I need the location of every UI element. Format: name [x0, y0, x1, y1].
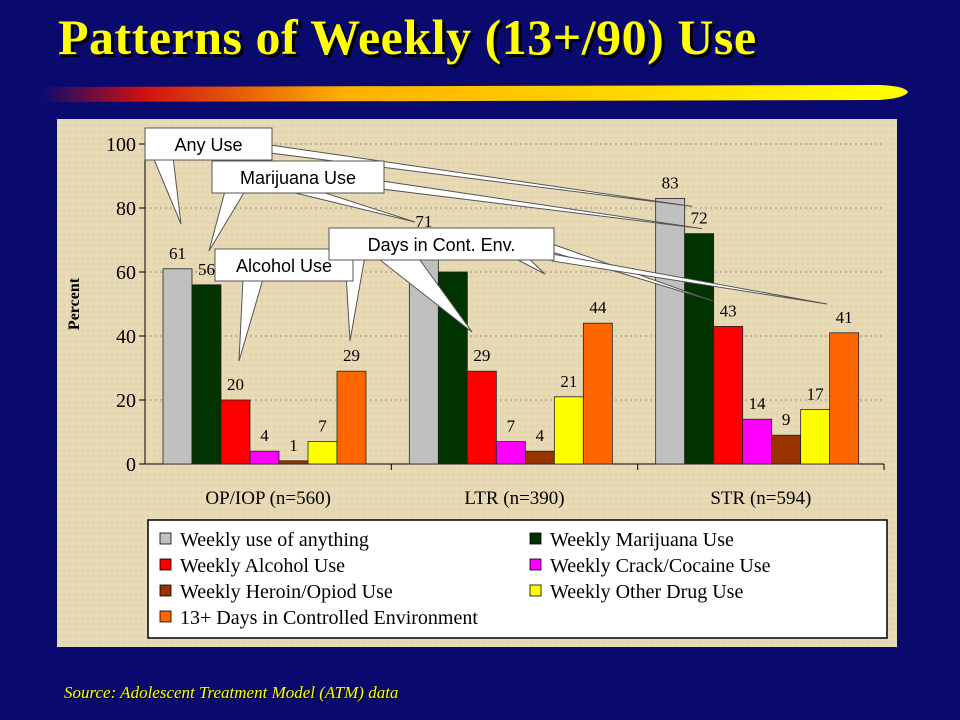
- bar: [336, 370, 367, 465]
- callout-box: [328, 227, 555, 261]
- data-label: 44: [589, 298, 607, 317]
- legend-swatch: [529, 532, 542, 545]
- y-tick-label: 20: [116, 390, 136, 412]
- data-label: 1: [289, 436, 298, 455]
- data-label: 7: [318, 417, 327, 436]
- callout-label: Marijuana Use: [240, 168, 356, 188]
- data-label: 43: [720, 301, 737, 320]
- y-axis-label: Percent: [66, 277, 83, 330]
- data-label: 61: [169, 244, 186, 263]
- legend-swatch: [159, 610, 172, 623]
- legend-box: [147, 519, 888, 639]
- data-label: 72: [691, 209, 708, 228]
- data-label: 83: [662, 173, 679, 192]
- bar: [191, 284, 222, 465]
- bar: [249, 450, 280, 465]
- bar: [829, 332, 860, 465]
- data-label: 29: [343, 346, 360, 365]
- data-label: 41: [836, 308, 853, 327]
- bar: [524, 450, 555, 465]
- legend-swatch: [159, 558, 172, 571]
- legend-label: 13+ Days in Controlled Environment: [180, 607, 478, 629]
- bar: [655, 198, 686, 465]
- y-tick-label: 100: [106, 134, 136, 156]
- data-label: 29: [473, 346, 490, 365]
- legend-swatch: [159, 532, 172, 545]
- legend-label: Weekly Alcohol Use: [180, 555, 345, 577]
- data-label: 20: [227, 375, 244, 394]
- data-label: 71: [415, 212, 432, 231]
- data-label: 56: [198, 260, 215, 279]
- x-tick-label: STR (n=594): [710, 488, 811, 509]
- bar: [582, 322, 613, 465]
- data-label: 17: [807, 385, 825, 404]
- legend-label: Weekly Crack/Cocaine Use: [550, 555, 771, 577]
- data-label: 4: [536, 426, 545, 445]
- y-tick-label: 40: [116, 326, 136, 348]
- bar: [771, 434, 802, 465]
- callout-box: [144, 127, 273, 161]
- y-tick-label: 0: [126, 454, 136, 476]
- callout-label: Any Use: [174, 135, 242, 155]
- legend-label: Weekly Heroin/Opiod Use: [180, 581, 393, 603]
- callout-box: [211, 160, 385, 194]
- bar: [220, 399, 251, 465]
- data-label: 14: [749, 394, 767, 413]
- data-label: 9: [782, 410, 791, 429]
- title-underline-swoosh: [40, 85, 908, 102]
- bar: [278, 460, 309, 465]
- callout-label: Alcohol Use: [236, 256, 332, 276]
- y-tick-label: 60: [116, 262, 136, 284]
- legend-swatch: [529, 584, 542, 597]
- source-note: Source: Adolescent Treatment Model (ATM)…: [64, 683, 399, 702]
- callout-label: Days in Cont. Env.: [368, 235, 516, 255]
- bar: [684, 233, 715, 465]
- x-tick-label: OP/IOP (n=560): [205, 488, 331, 509]
- bar: [307, 441, 338, 465]
- legend-label: Weekly use of anything: [180, 529, 369, 551]
- legend-label: Weekly Marijuana Use: [550, 529, 734, 551]
- data-label: 7: [507, 417, 516, 436]
- bar-chart: 0 20 40 60 80 100 Percent 61 56 20 4 1 7 29 OP/IOP (n=…: [57, 119, 897, 647]
- legend-swatch: [529, 558, 542, 571]
- legend-swatch: [159, 584, 172, 597]
- y-tick-label: 80: [116, 198, 136, 220]
- bar: [713, 325, 744, 465]
- bar: [742, 418, 773, 465]
- data-label: 21: [560, 372, 577, 391]
- x-tick-label: LTR (n=390): [464, 488, 564, 509]
- bar: [466, 370, 497, 465]
- bar: [553, 396, 584, 465]
- legend-label: Weekly Other Drug Use: [550, 581, 743, 603]
- bar: [162, 268, 193, 465]
- bar: [800, 409, 831, 465]
- data-label: 4: [260, 426, 269, 445]
- slide-title: Patterns of Weekly (13+/90) Use: [58, 9, 757, 65]
- bar: [495, 441, 526, 465]
